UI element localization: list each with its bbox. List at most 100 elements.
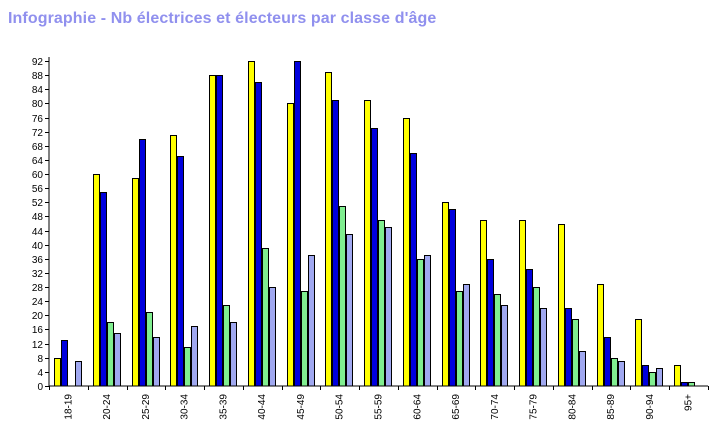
- bar-45-49-s1: [287, 103, 294, 387]
- bar-45-49-s4: [308, 255, 315, 387]
- bar-40-44-s3: [262, 248, 269, 387]
- bar-65-69-s1: [442, 202, 449, 387]
- bar-40-44-s2: [255, 82, 262, 387]
- bar-40-44-s4: [269, 287, 276, 387]
- bar-45-49-s3: [301, 291, 308, 387]
- bar-25-29-s4: [153, 337, 160, 387]
- bar-90-94-s3: [649, 372, 656, 387]
- y-tick-label: 4: [37, 368, 43, 379]
- y-tick-label: 52: [32, 198, 44, 209]
- y-tick-label: 40: [32, 241, 44, 252]
- bar-65-69-s2: [449, 209, 456, 387]
- y-tick-label: 84: [32, 85, 44, 96]
- bars: [54, 61, 695, 387]
- bar-65-69-s4: [463, 284, 470, 387]
- bar-30-34-s4: [191, 326, 198, 387]
- bar-85-89-s1: [597, 284, 604, 387]
- x-tick-label: 70-74: [490, 394, 501, 420]
- bar-60-64-s3: [417, 259, 424, 387]
- x-tick-label: 35-39: [218, 394, 229, 420]
- x-tick-label: 85-89: [606, 394, 617, 420]
- bar-45-49-s2: [294, 61, 301, 387]
- bar-20-24-s4: [114, 333, 121, 387]
- y-tick-label: 28: [32, 283, 44, 294]
- bar-50-54-s3: [339, 206, 346, 387]
- x-tick-label: 90-94: [645, 394, 656, 420]
- x-tick-label: 20-24: [102, 394, 113, 420]
- y-tick-label: 68: [32, 142, 44, 153]
- bar-35-39-s2: [216, 75, 223, 387]
- bar-85-89-s3: [611, 358, 618, 387]
- bar-55-59-s1: [364, 100, 371, 387]
- x-tick-label: 65-69: [451, 394, 462, 420]
- x-tick-label: 50-54: [335, 394, 346, 420]
- bar-30-34-s2: [177, 156, 184, 387]
- bar-40-44-s1: [248, 61, 255, 387]
- y-axis: 0481216202428323640444852566064687276808…: [32, 57, 50, 393]
- bar-20-24-s1: [93, 174, 100, 387]
- bar-80-84-s2: [565, 308, 572, 387]
- bar-18-19-s2: [61, 340, 68, 387]
- bar-50-54-s2: [332, 100, 339, 387]
- bar-50-54-s1: [325, 72, 332, 387]
- bar-80-84-s1: [558, 224, 565, 387]
- x-tick-label: 95+: [684, 394, 695, 411]
- bar-35-39-s4: [230, 322, 237, 387]
- bar-18-19-s4: [75, 361, 82, 387]
- bar-20-24-s3: [107, 322, 114, 387]
- y-tick-label: 20: [32, 311, 44, 322]
- y-tick-label: 48: [32, 212, 44, 223]
- y-tick-label: 92: [32, 57, 44, 68]
- x-tick-label: 55-59: [374, 394, 385, 420]
- y-tick-label: 56: [32, 184, 44, 195]
- bar-90-94-s4: [656, 368, 663, 387]
- y-tick-label: 0: [37, 382, 43, 393]
- bar-95+-s2: [681, 382, 688, 387]
- bar-30-34-s1: [170, 135, 177, 387]
- y-tick-label: 76: [32, 114, 44, 125]
- x-tick-label: 60-64: [412, 394, 423, 420]
- bar-60-64-s2: [410, 153, 417, 387]
- bar-55-59-s4: [385, 227, 392, 387]
- y-tick-label: 64: [32, 156, 44, 167]
- bar-60-64-s4: [424, 255, 431, 387]
- bar-70-74-s4: [501, 305, 508, 387]
- y-tick-label: 32: [32, 269, 44, 280]
- bar-85-89-s2: [604, 337, 611, 387]
- x-tick-label: 25-29: [141, 394, 152, 420]
- bar-75-79-s1: [519, 220, 526, 387]
- bar-18-19-s1: [54, 358, 61, 387]
- bar-50-54-s4: [346, 234, 353, 387]
- bar-90-94-s1: [635, 319, 642, 387]
- y-tick-label: 88: [32, 71, 44, 82]
- y-tick-label: 16: [32, 325, 44, 336]
- bar-80-84-s4: [579, 351, 586, 387]
- bar-80-84-s3: [572, 319, 579, 387]
- bar-55-59-s2: [371, 128, 378, 387]
- y-tick-label: 8: [37, 354, 43, 365]
- x-tick-label: 45-49: [296, 394, 307, 420]
- bar-60-64-s1: [403, 118, 410, 387]
- bar-70-74-s1: [480, 220, 487, 387]
- bar-75-79-s2: [526, 269, 533, 387]
- bar-25-29-s1: [132, 178, 139, 387]
- bar-55-59-s3: [378, 220, 385, 387]
- y-tick-label: 80: [32, 99, 44, 110]
- bar-85-89-s4: [618, 361, 625, 387]
- bar-90-94-s2: [642, 365, 649, 387]
- bar-25-29-s2: [139, 139, 146, 387]
- bar-75-79-s3: [533, 287, 540, 387]
- y-tick-label: 12: [32, 340, 44, 351]
- x-tick-label: 30-34: [180, 394, 191, 420]
- bar-95+-s3: [688, 382, 695, 387]
- y-tick-label: 44: [32, 227, 44, 238]
- bar-70-74-s3: [494, 294, 501, 387]
- x-axis: 18-19 20-24 25-29 30-34 35-39 40-44 45-49 50-54…: [49, 385, 709, 420]
- bar-35-39-s3: [223, 305, 230, 387]
- bar-25-29-s3: [146, 312, 153, 387]
- x-tick-label: 80-84: [567, 394, 578, 420]
- y-tick-label: 24: [32, 297, 44, 308]
- bar-65-69-s3: [456, 291, 463, 387]
